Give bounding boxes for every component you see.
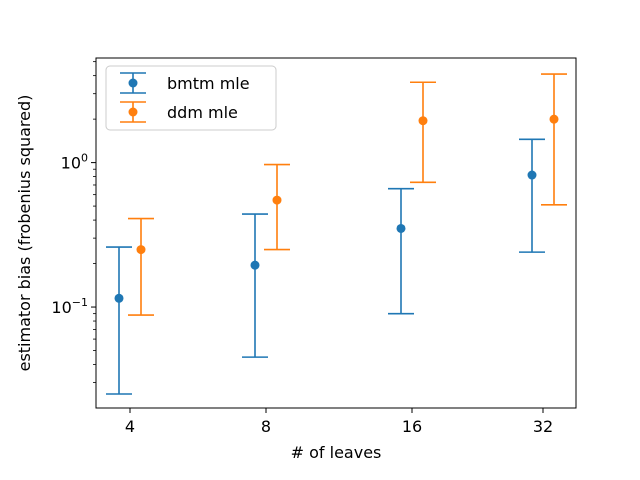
data-point — [136, 245, 146, 255]
x-axis: 4 8 16 32 — [125, 408, 553, 436]
x-tick-label: 32 — [533, 417, 553, 436]
data-point — [250, 260, 260, 270]
series-bmtm-mle — [106, 138, 545, 395]
data-point — [418, 116, 428, 126]
plot-area — [106, 73, 567, 395]
x-axis-label: # of leaves — [291, 443, 382, 462]
legend-entry: ddm mle — [120, 101, 238, 123]
legend: bmtm mle ddm mle — [105, 65, 277, 131]
y-axis-label: estimator bias (frobenius squared) — [15, 95, 34, 372]
y-tick-label: 10−1 — [51, 296, 88, 317]
data-point — [549, 114, 559, 124]
data-point — [527, 170, 537, 180]
legend-entry: bmtm mle — [120, 72, 250, 94]
legend-marker — [128, 107, 138, 117]
y-axis: 10−1 100 — [51, 61, 96, 383]
x-tick-label: 4 — [125, 417, 135, 436]
y-tick-label: 100 — [61, 152, 88, 173]
axes-frame — [95, 57, 577, 409]
x-tick-label: 16 — [402, 417, 422, 436]
legend-marker — [128, 78, 138, 88]
legend-label: bmtm mle — [167, 74, 250, 93]
data-point — [114, 293, 124, 303]
legend-box — [105, 65, 277, 131]
data-point — [396, 223, 406, 233]
legend-label: ddm mle — [167, 103, 238, 122]
data-point — [272, 195, 282, 205]
x-tick-label: 8 — [261, 417, 271, 436]
series-ddm-mle — [128, 73, 567, 316]
